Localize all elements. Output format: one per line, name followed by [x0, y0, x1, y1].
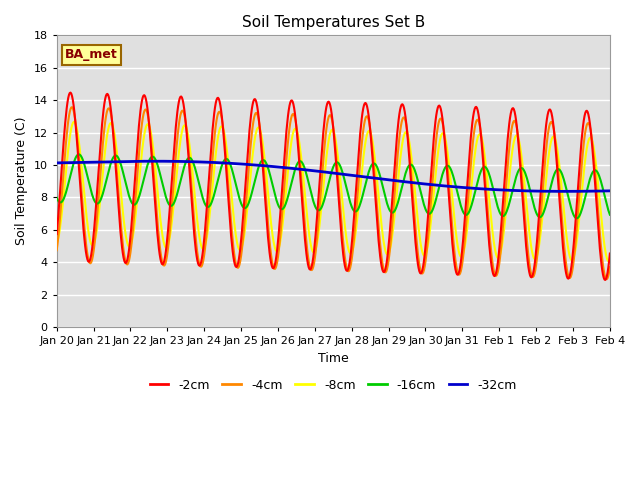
Legend: -2cm, -4cm, -8cm, -16cm, -32cm: -2cm, -4cm, -8cm, -16cm, -32cm	[145, 374, 522, 397]
Y-axis label: Soil Temperature (C): Soil Temperature (C)	[15, 117, 28, 245]
Title: Soil Temperatures Set B: Soil Temperatures Set B	[242, 15, 425, 30]
X-axis label: Time: Time	[318, 352, 349, 365]
Text: BA_met: BA_met	[65, 48, 118, 61]
